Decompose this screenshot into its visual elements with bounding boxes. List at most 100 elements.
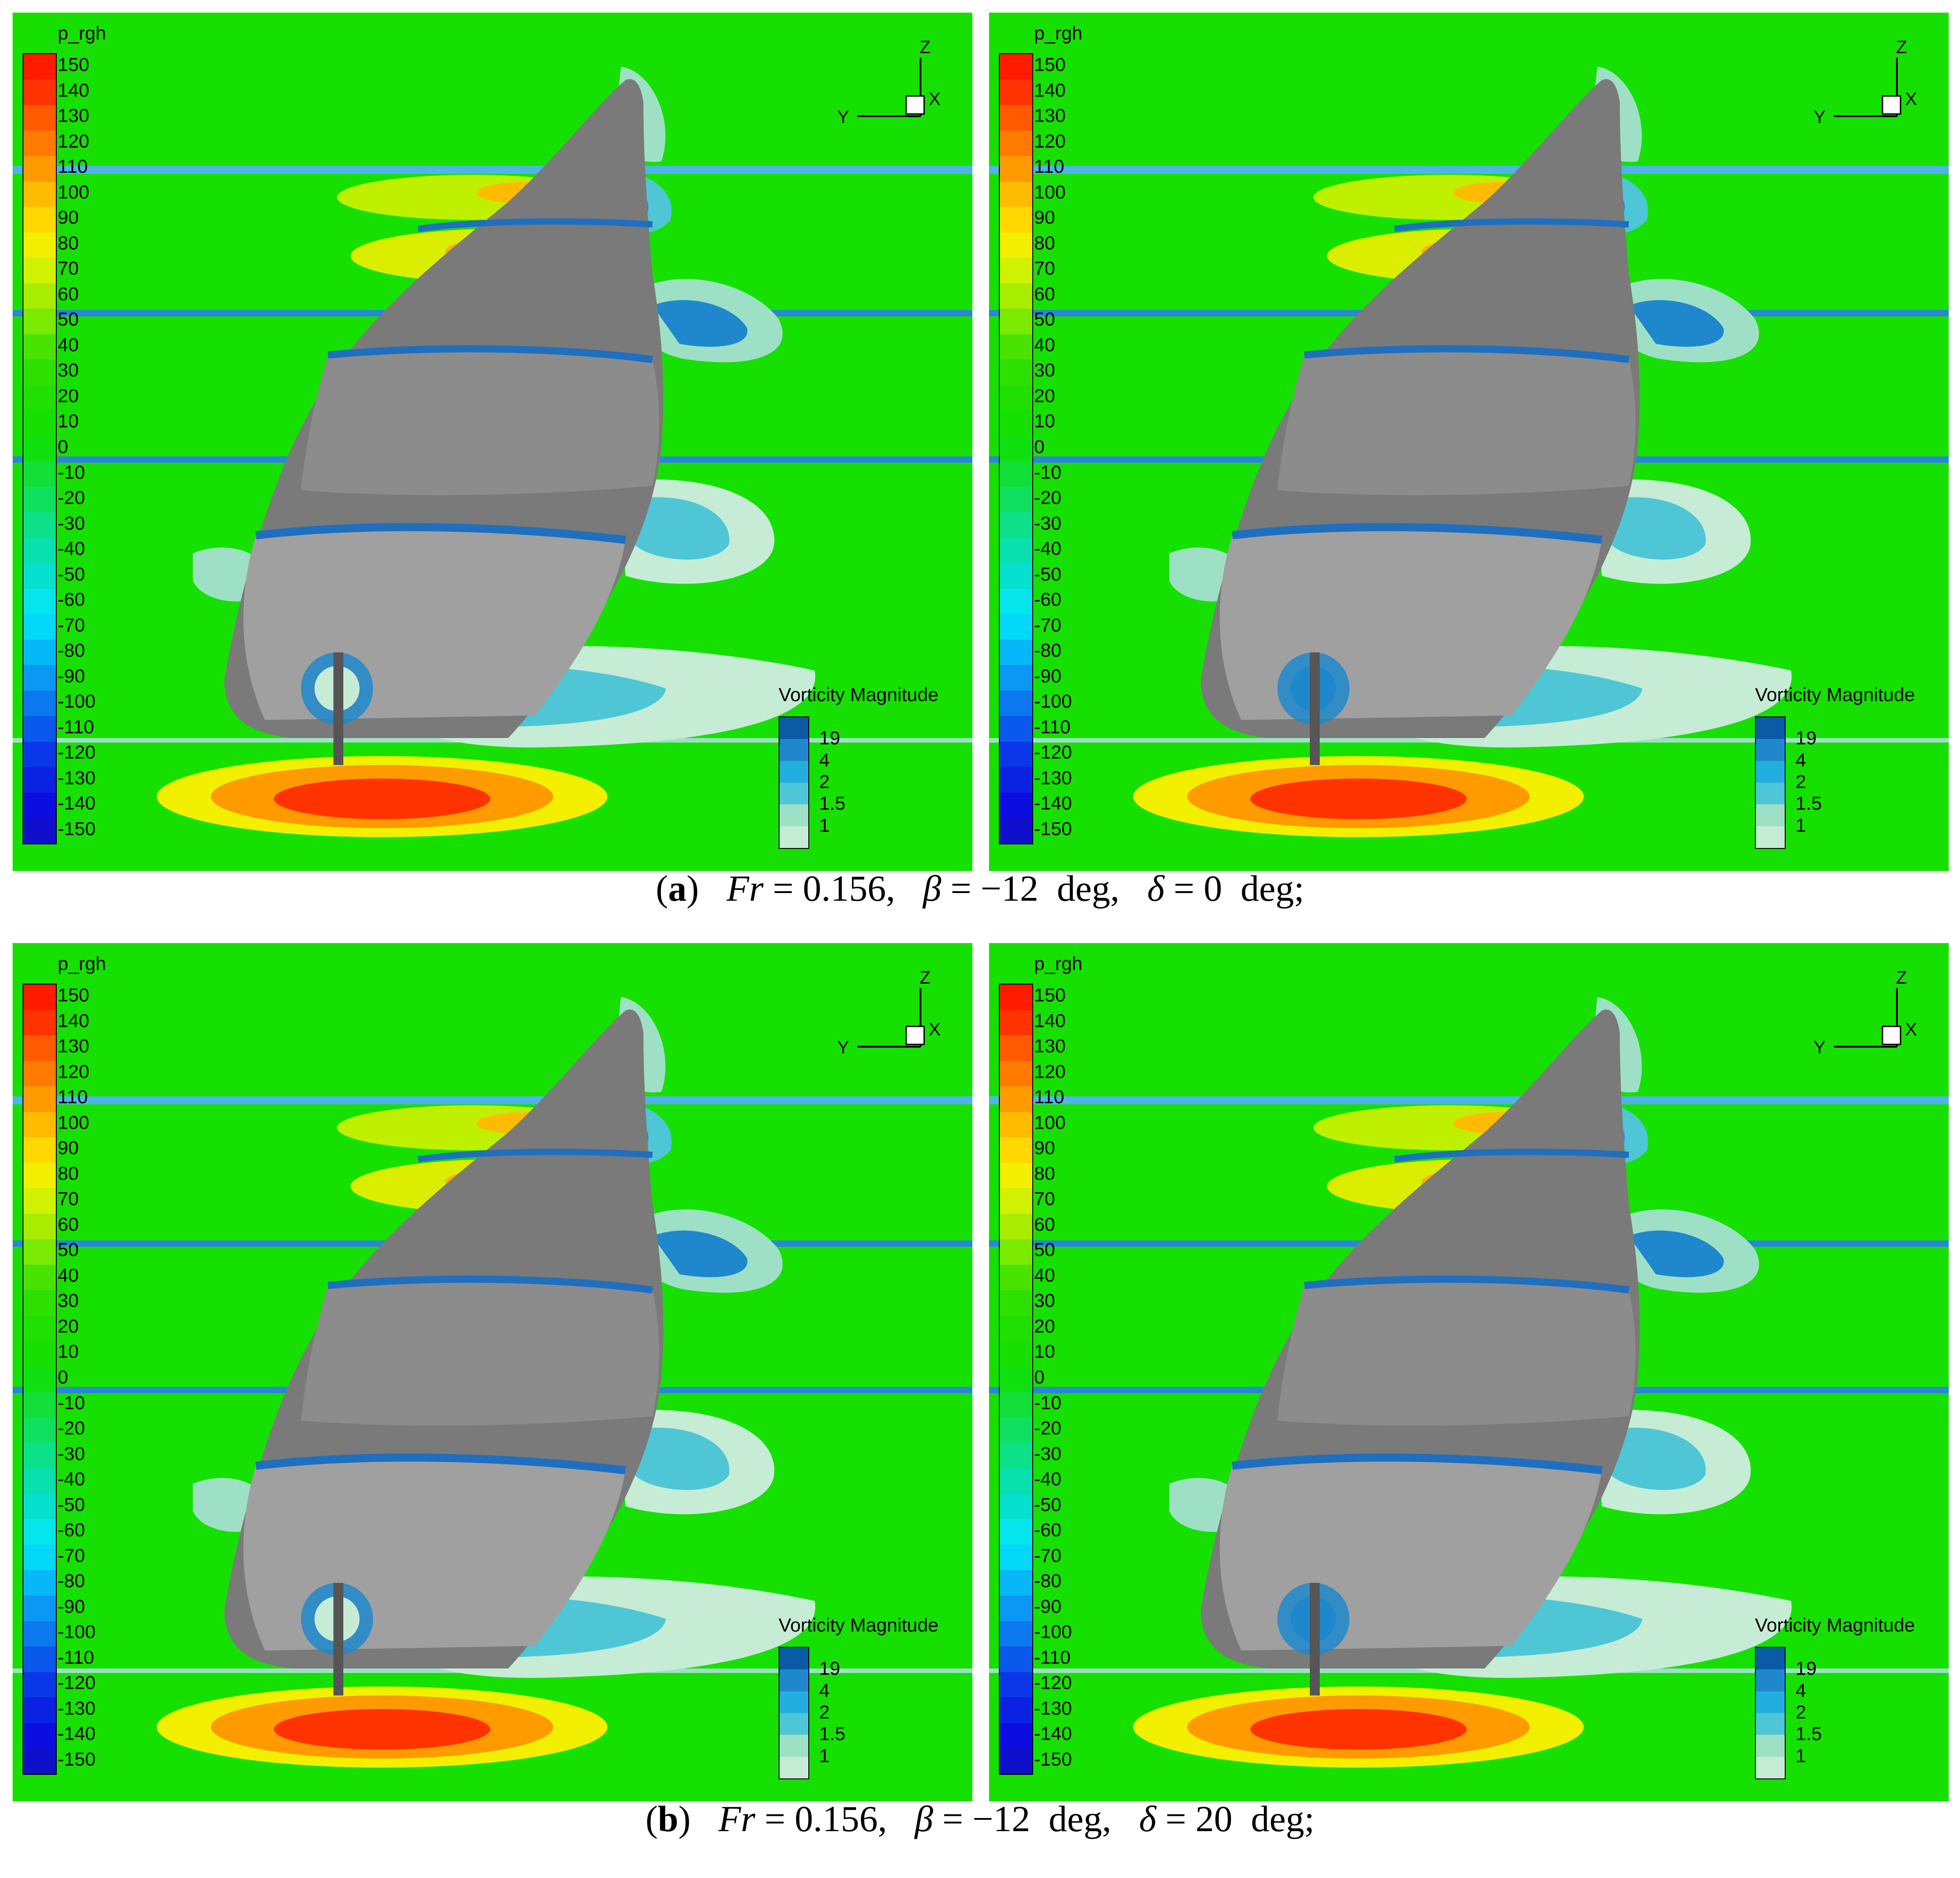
pressure-tick-label: -50 — [1034, 1494, 1062, 1515]
pressure-tick-label: -140 — [1034, 1723, 1072, 1744]
pressure-swatch — [23, 1213, 56, 1240]
pressure-swatch — [1000, 360, 1032, 385]
vorticity-tick-label: 4 — [1796, 1679, 1806, 1701]
pressure-swatch — [1000, 1086, 1032, 1112]
axis-z-label: Z — [1896, 37, 1907, 57]
pressure-swatch — [1000, 985, 1032, 1010]
pressure-swatch — [1000, 309, 1032, 334]
pressure-tick-label: -80 — [58, 639, 85, 661]
vorticity-tick-label: 4 — [1796, 749, 1806, 770]
pressure-tick-label: -20 — [1034, 487, 1062, 508]
pressure-tick-label: -80 — [58, 1570, 85, 1591]
pressure-swatch — [23, 54, 56, 80]
pressure-swatch — [23, 105, 56, 131]
pressure-tick-label: 50 — [1034, 309, 1055, 330]
pressure-tick-label: 30 — [1034, 1290, 1055, 1312]
pressure-swatch — [23, 1162, 56, 1189]
contour-panel-b-rudder: p_rgh 150 140 130 120 110 100 90 80 70 60 50 40 30 20… — [989, 943, 1949, 1801]
pressure-tick-label: -90 — [1034, 1595, 1062, 1617]
pressure-tick-label: 80 — [58, 232, 79, 254]
vorticity-legend: Vorticity Magnitude 19 4 2 1.5 1 — [1755, 684, 1944, 855]
axis-y-label: Y — [1814, 1038, 1826, 1058]
vorticity-swatch — [779, 782, 808, 805]
pressure-swatch — [1000, 232, 1032, 258]
pressure-swatch — [1000, 1697, 1032, 1723]
pressure-swatch — [1000, 1137, 1032, 1163]
pressure-swatch — [1000, 1392, 1032, 1418]
pressure-swatch — [1000, 563, 1032, 589]
pressure-colorbar — [999, 53, 1033, 844]
vorticity-tick-label: 1 — [819, 1745, 830, 1766]
pressure-tick-label: 40 — [1034, 1264, 1055, 1286]
pressure-swatch — [1000, 512, 1032, 538]
pressure-tick-label: -110 — [58, 1646, 94, 1668]
pressure-colorbar — [23, 53, 57, 844]
pressure-swatch — [23, 283, 56, 309]
pressure-swatch — [23, 1748, 56, 1774]
pressure-swatch — [1000, 1672, 1032, 1698]
pressure-swatch — [23, 1290, 56, 1316]
pressure-tick-label: -60 — [1034, 588, 1062, 610]
pressure-colorbar-labels: 150 140 130 120 110 100 90 80 70 60 50 40 30 20 10 0 -10… — [1034, 984, 1106, 1773]
pressure-swatch — [1000, 1315, 1032, 1341]
pressure-tick-label: 110 — [1034, 1086, 1064, 1108]
pressure-swatch — [23, 741, 56, 767]
pressure-tick-label: 100 — [58, 181, 90, 203]
flow-field-plot — [989, 997, 1949, 1768]
pressure-tick-label: 120 — [58, 130, 90, 152]
pressure-tick-label: 140 — [1034, 1010, 1066, 1031]
pressure-tick-label: -130 — [58, 767, 96, 789]
pressure-colorbar — [23, 984, 57, 1775]
pressure-tick-label: -20 — [58, 1417, 85, 1439]
axis-y-label: Y — [837, 107, 849, 127]
pressure-tick-label: 90 — [58, 1137, 79, 1158]
pressure-swatch — [23, 79, 56, 105]
pressure-tick-label: -10 — [58, 1392, 85, 1413]
pressure-tick-label: -150 — [1034, 1748, 1072, 1770]
pressure-swatch — [23, 512, 56, 538]
pressure-swatch — [1000, 1494, 1032, 1519]
pressure-tick-label: 140 — [1034, 79, 1066, 101]
pressure-swatch — [23, 1239, 56, 1265]
pressure-swatch — [1000, 792, 1032, 818]
pressure-tick-label: 120 — [58, 1061, 90, 1082]
pressure-swatch — [23, 538, 56, 564]
pressure-swatch — [1000, 79, 1032, 105]
pressure-swatch — [23, 1494, 56, 1519]
pressure-swatch — [1000, 461, 1032, 487]
pressure-swatch — [23, 156, 56, 182]
pressure-swatch — [23, 1264, 56, 1290]
pressure-swatch — [1000, 54, 1032, 80]
pressure-tick-label: 40 — [58, 334, 79, 356]
pressure-swatch — [1000, 487, 1032, 513]
axis-z-label: Z — [920, 37, 931, 57]
pressure-tick-label: -80 — [1034, 639, 1062, 661]
pressure-swatch — [23, 1010, 56, 1036]
vorticity-swatch — [779, 1691, 808, 1713]
pressure-tick-label: 100 — [58, 1112, 90, 1133]
vorticity-tick-label: 1 — [1796, 814, 1806, 836]
pressure-swatch — [23, 436, 56, 462]
vorticity-swatch — [1756, 1669, 1785, 1691]
pressure-swatch — [23, 1595, 56, 1621]
pressure-tick-label: 50 — [58, 1239, 79, 1261]
vorticity-swatch — [779, 826, 808, 848]
caption-b: (b) Fr = 0.156, β = −12 deg, δ = 20 deg; — [645, 1798, 1315, 1839]
pressure-tick-label: -80 — [1034, 1570, 1062, 1591]
pressure-swatch — [1000, 258, 1032, 283]
vorticity-tick-label: 2 — [1796, 771, 1806, 792]
vorticity-tick-label: 1.5 — [819, 793, 846, 814]
pressure-tick-label: 70 — [1034, 257, 1055, 279]
axis-y-label: Y — [1814, 107, 1826, 127]
vorticity-swatch — [1756, 1713, 1785, 1735]
pressure-swatch — [23, 1417, 56, 1443]
pressure-tick-label: -70 — [1034, 1545, 1062, 1566]
contour-panel-a-rudder: p_rgh 150 140 130 120 110 100 90 80 70 60 50 40 30 20… — [989, 13, 1949, 871]
pressure-tick-label: 140 — [58, 79, 90, 101]
pressure-swatch — [23, 1188, 56, 1214]
pressure-tick-label: -120 — [58, 1672, 96, 1693]
pressure-tick-label: -140 — [58, 792, 96, 814]
pressure-swatch — [1000, 1213, 1032, 1240]
pressure-swatch — [1000, 690, 1032, 716]
axis-x-label: X — [1905, 1020, 1917, 1039]
